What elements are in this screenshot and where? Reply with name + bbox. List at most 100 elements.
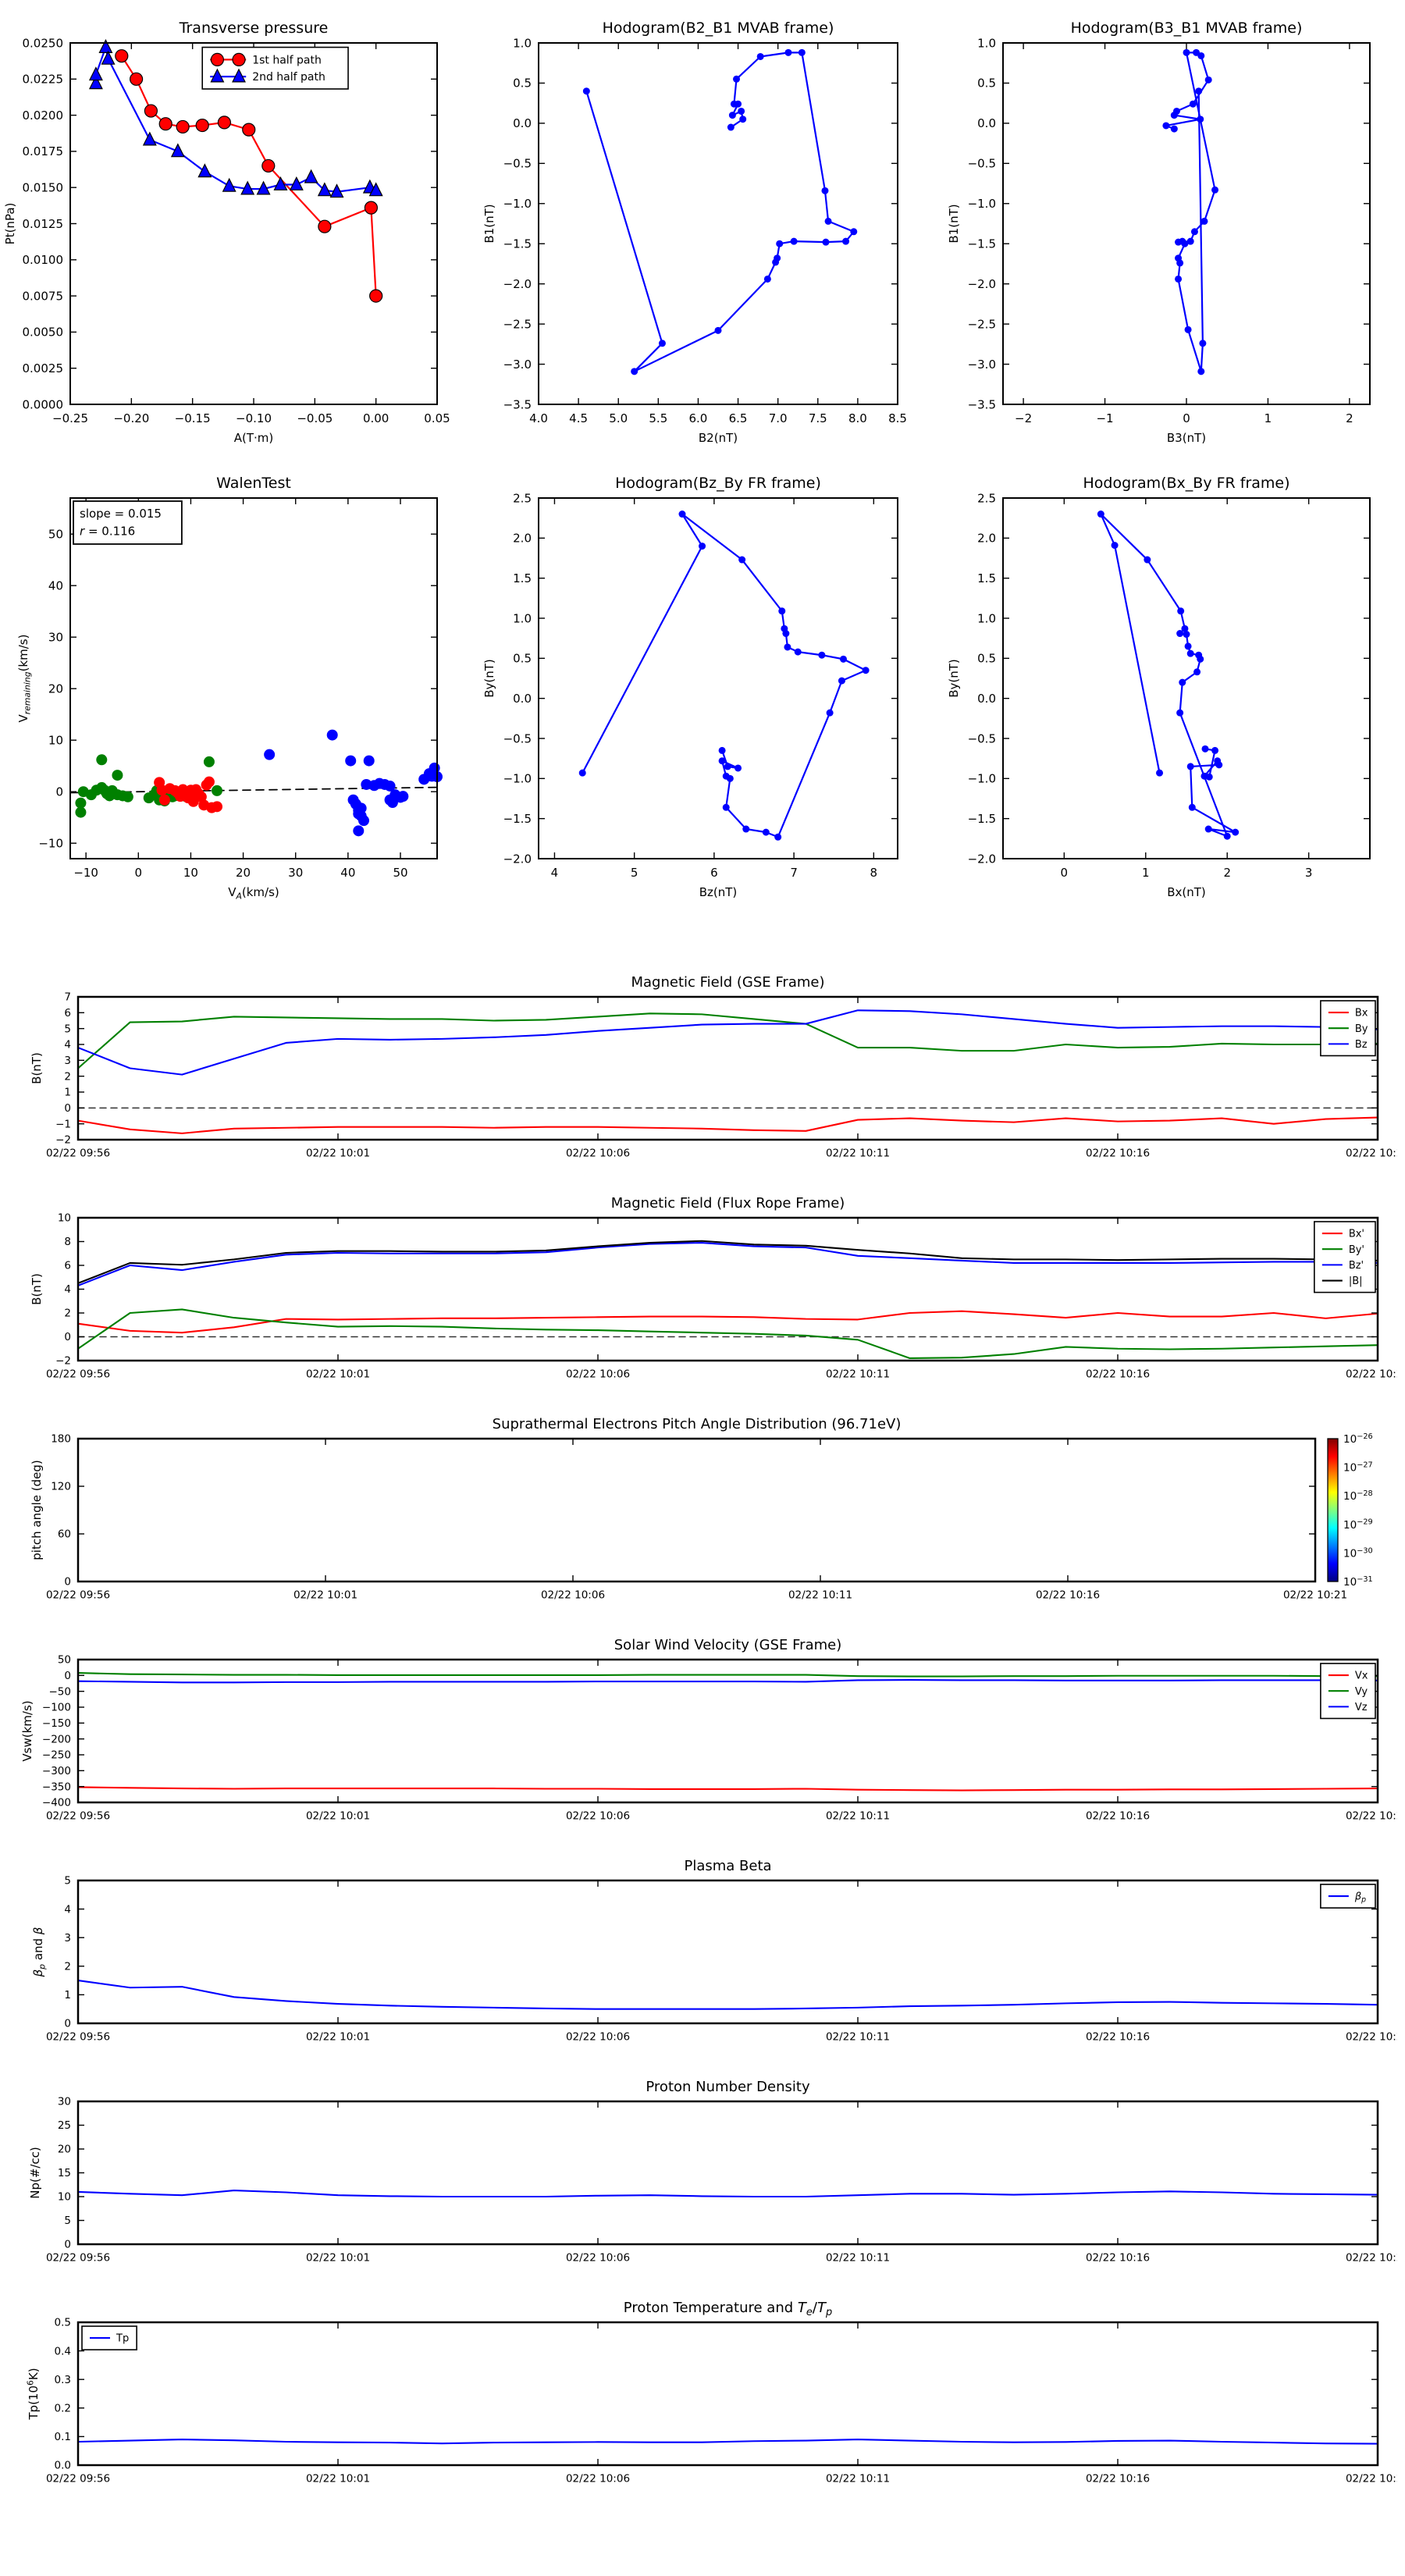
- y-tick-label: 1: [64, 1087, 71, 1099]
- x-tick-label: 02/22 10:01: [306, 2031, 370, 2044]
- y-axis-label: B(nT): [30, 1052, 44, 1084]
- y-axis-label: Vsw(km/s): [20, 1700, 34, 1761]
- y-tick-label: −2.0: [968, 277, 996, 291]
- magnetic-field-flux-rope-chart: 02/22 09:56 02/22 10:01 02/22 10:06 02/22 1…: [30, 1195, 1397, 1381]
- y-tick-label: 1.0: [513, 36, 532, 50]
- chart-title: Transverse pressure: [179, 20, 329, 37]
- x-tick-label: 02/22 10:21: [1346, 2473, 1397, 2485]
- x-tick-label: 6: [710, 866, 718, 880]
- series-group: [69, 729, 443, 837]
- y-tick-label: 2: [64, 1308, 71, 1320]
- legend: Tp: [81, 2325, 137, 2350]
- series-By: [76, 1012, 1379, 1069]
- y-tick-label: 50: [48, 527, 63, 541]
- y-tick-label: 0.0250: [23, 36, 64, 50]
- x-axis-label: Bz(nT): [699, 885, 738, 899]
- y-tick-label: −200: [42, 1733, 71, 1745]
- x-tick-label: 1: [1264, 411, 1272, 425]
- hodogram-bz-by-chart: 4 5 6 7 8 −2.0 −1.5 −1.0 −0.5 0.0 0.5 1.0 1.5 2.0 2.5 H…: [482, 475, 898, 899]
- x-tick-label: 6.0: [689, 411, 708, 425]
- axes-frame: 02/22 09:56 02/22 10:01 02/22 10:06 02/22 1…: [46, 2096, 1397, 2265]
- y-tick-label: −2: [55, 1355, 71, 1368]
- x-axis-label: Bx(nT): [1167, 885, 1206, 899]
- x-tick-label: 02/22 10:16: [1086, 2252, 1150, 2265]
- y-tick-label: 3: [64, 1932, 71, 1944]
- x-tick-label: 5: [631, 866, 638, 880]
- y-tick-label: 10: [58, 2191, 71, 2204]
- x-tick-label: 2: [1346, 411, 1353, 425]
- y-tick-label: −250: [42, 1749, 71, 1762]
- y-tick-label: 0.3: [55, 2374, 71, 2386]
- x-tick-label: 5.5: [649, 411, 667, 425]
- x-tick-label: 02/22 10:11: [826, 1147, 890, 1160]
- y-tick-label: 5: [64, 1023, 71, 1035]
- plot-background: [78, 1218, 1378, 1361]
- series-group: [76, 1672, 1379, 1791]
- legend-label: Vz: [1355, 1702, 1368, 1713]
- y-tick-label: 15: [58, 2167, 71, 2179]
- series-Vy: [76, 1672, 1379, 1678]
- y-tick-label: 0.0025: [23, 361, 64, 375]
- series-Bx: [76, 1116, 1379, 1134]
- y-axis-label: B(nT): [30, 1273, 44, 1305]
- x-tick-label: 50: [393, 866, 407, 880]
- y-tick-label: 0: [64, 1331, 71, 1343]
- x-tick-label: 0: [1183, 411, 1190, 425]
- y-axis-label: B1(nT): [947, 204, 961, 243]
- plot-background: [78, 1439, 1315, 1582]
- legend: 1st half path 2nd half path: [201, 46, 349, 90]
- series-line-0: [1162, 48, 1219, 375]
- x-tick-label: 40: [340, 866, 355, 880]
- x-tick-label: −2: [1015, 411, 1032, 425]
- axes-frame: 0 1 2 3 −2.0 −1.5 −1.0 −0.5 0.0 0.5 1.0 1.5 2.0 2.5: [968, 491, 1371, 880]
- x-tick-label: 02/22 10:06: [566, 2252, 630, 2265]
- legend: βp: [1320, 1884, 1376, 1909]
- y-tick-label: 0: [64, 2018, 71, 2030]
- y-tick-label: −100: [42, 1702, 71, 1714]
- y-tick-label: 0.5: [513, 652, 532, 666]
- series-Bz: [76, 1009, 1379, 1076]
- y-tick-label: 0.0125: [23, 217, 64, 231]
- colorbar-tick-label: 10−28: [1343, 1489, 1373, 1503]
- y-tick-label: 0.0075: [23, 289, 64, 303]
- legend-label: Vx: [1355, 1670, 1368, 1682]
- x-tick-label: 8: [870, 866, 878, 880]
- y-tick-label: 1.5: [977, 571, 996, 585]
- plot-background: [1003, 43, 1370, 404]
- y-tick-label: 30: [48, 630, 63, 644]
- chart-title: Solar Wind Velocity (GSE Frame): [614, 1637, 841, 1653]
- y-tick-label: −1.5: [503, 237, 532, 251]
- x-tick-label: 3: [1305, 866, 1313, 880]
- y-tick-label: 5: [64, 2215, 71, 2227]
- x-tick-label: 0: [135, 866, 143, 880]
- series-line-0: [582, 48, 858, 375]
- y-tick-label: −1.5: [968, 812, 996, 826]
- x-tick-label: 02/22 10:16: [1086, 2473, 1150, 2485]
- x-tick-label: 02/22 09:56: [46, 1368, 110, 1381]
- x-tick-label: 02/22 10:21: [1346, 1147, 1397, 1160]
- legend: Bx' By' Bz' |B|: [1314, 1221, 1376, 1293]
- x-tick-label: 02/22 10:11: [826, 1368, 890, 1381]
- series-group: [1162, 48, 1219, 375]
- y-tick-label: −300: [42, 1765, 71, 1777]
- series-Tp: [76, 2439, 1379, 2445]
- y-tick-label: −3.0: [503, 358, 532, 372]
- x-tick-label: 02/22 10:11: [826, 2031, 890, 2044]
- y-tick-label: −150: [42, 1717, 71, 1730]
- y-tick-label: 1.5: [513, 571, 532, 585]
- x-tick-label: 02/22 10:16: [1086, 1368, 1150, 1381]
- hodogram-bz-by-figure: 4 5 6 7 8 −2.0 −1.5 −1.0 −0.5 0.0 0.5 1.0 1.5 2.0 2.5 H…: [464, 464, 925, 906]
- y-tick-label: 0: [64, 1670, 71, 1682]
- axes-frame: 4 5 6 7 8 −2.0 −1.5 −1.0 −0.5 0.0 0.5 1.0 1.5 2.0 2.5: [503, 491, 898, 880]
- y-tick-label: −350: [42, 1781, 71, 1793]
- y-tick-label: −2.5: [968, 317, 996, 331]
- x-tick-label: 30: [288, 866, 303, 880]
- x-axis-label: B2(nT): [699, 431, 738, 445]
- x-tick-label: 20: [236, 866, 251, 880]
- magnetic-field-gse-chart: 02/22 09:56 02/22 10:01 02/22 10:06 02/22 1…: [30, 974, 1397, 1160]
- x-tick-label: 4.5: [569, 411, 588, 425]
- axes-frame: −0.25 −0.20 −0.15 −0.10 −0.05 0.00 0.05 0.0000 0…: [23, 36, 450, 425]
- axes-frame: 02/22 09:56 02/22 10:01 02/22 10:06 02/22 1…: [46, 1212, 1397, 1381]
- y-axis-label: B1(nT): [482, 204, 496, 243]
- chart-title: Plasma Beta: [684, 1858, 771, 1874]
